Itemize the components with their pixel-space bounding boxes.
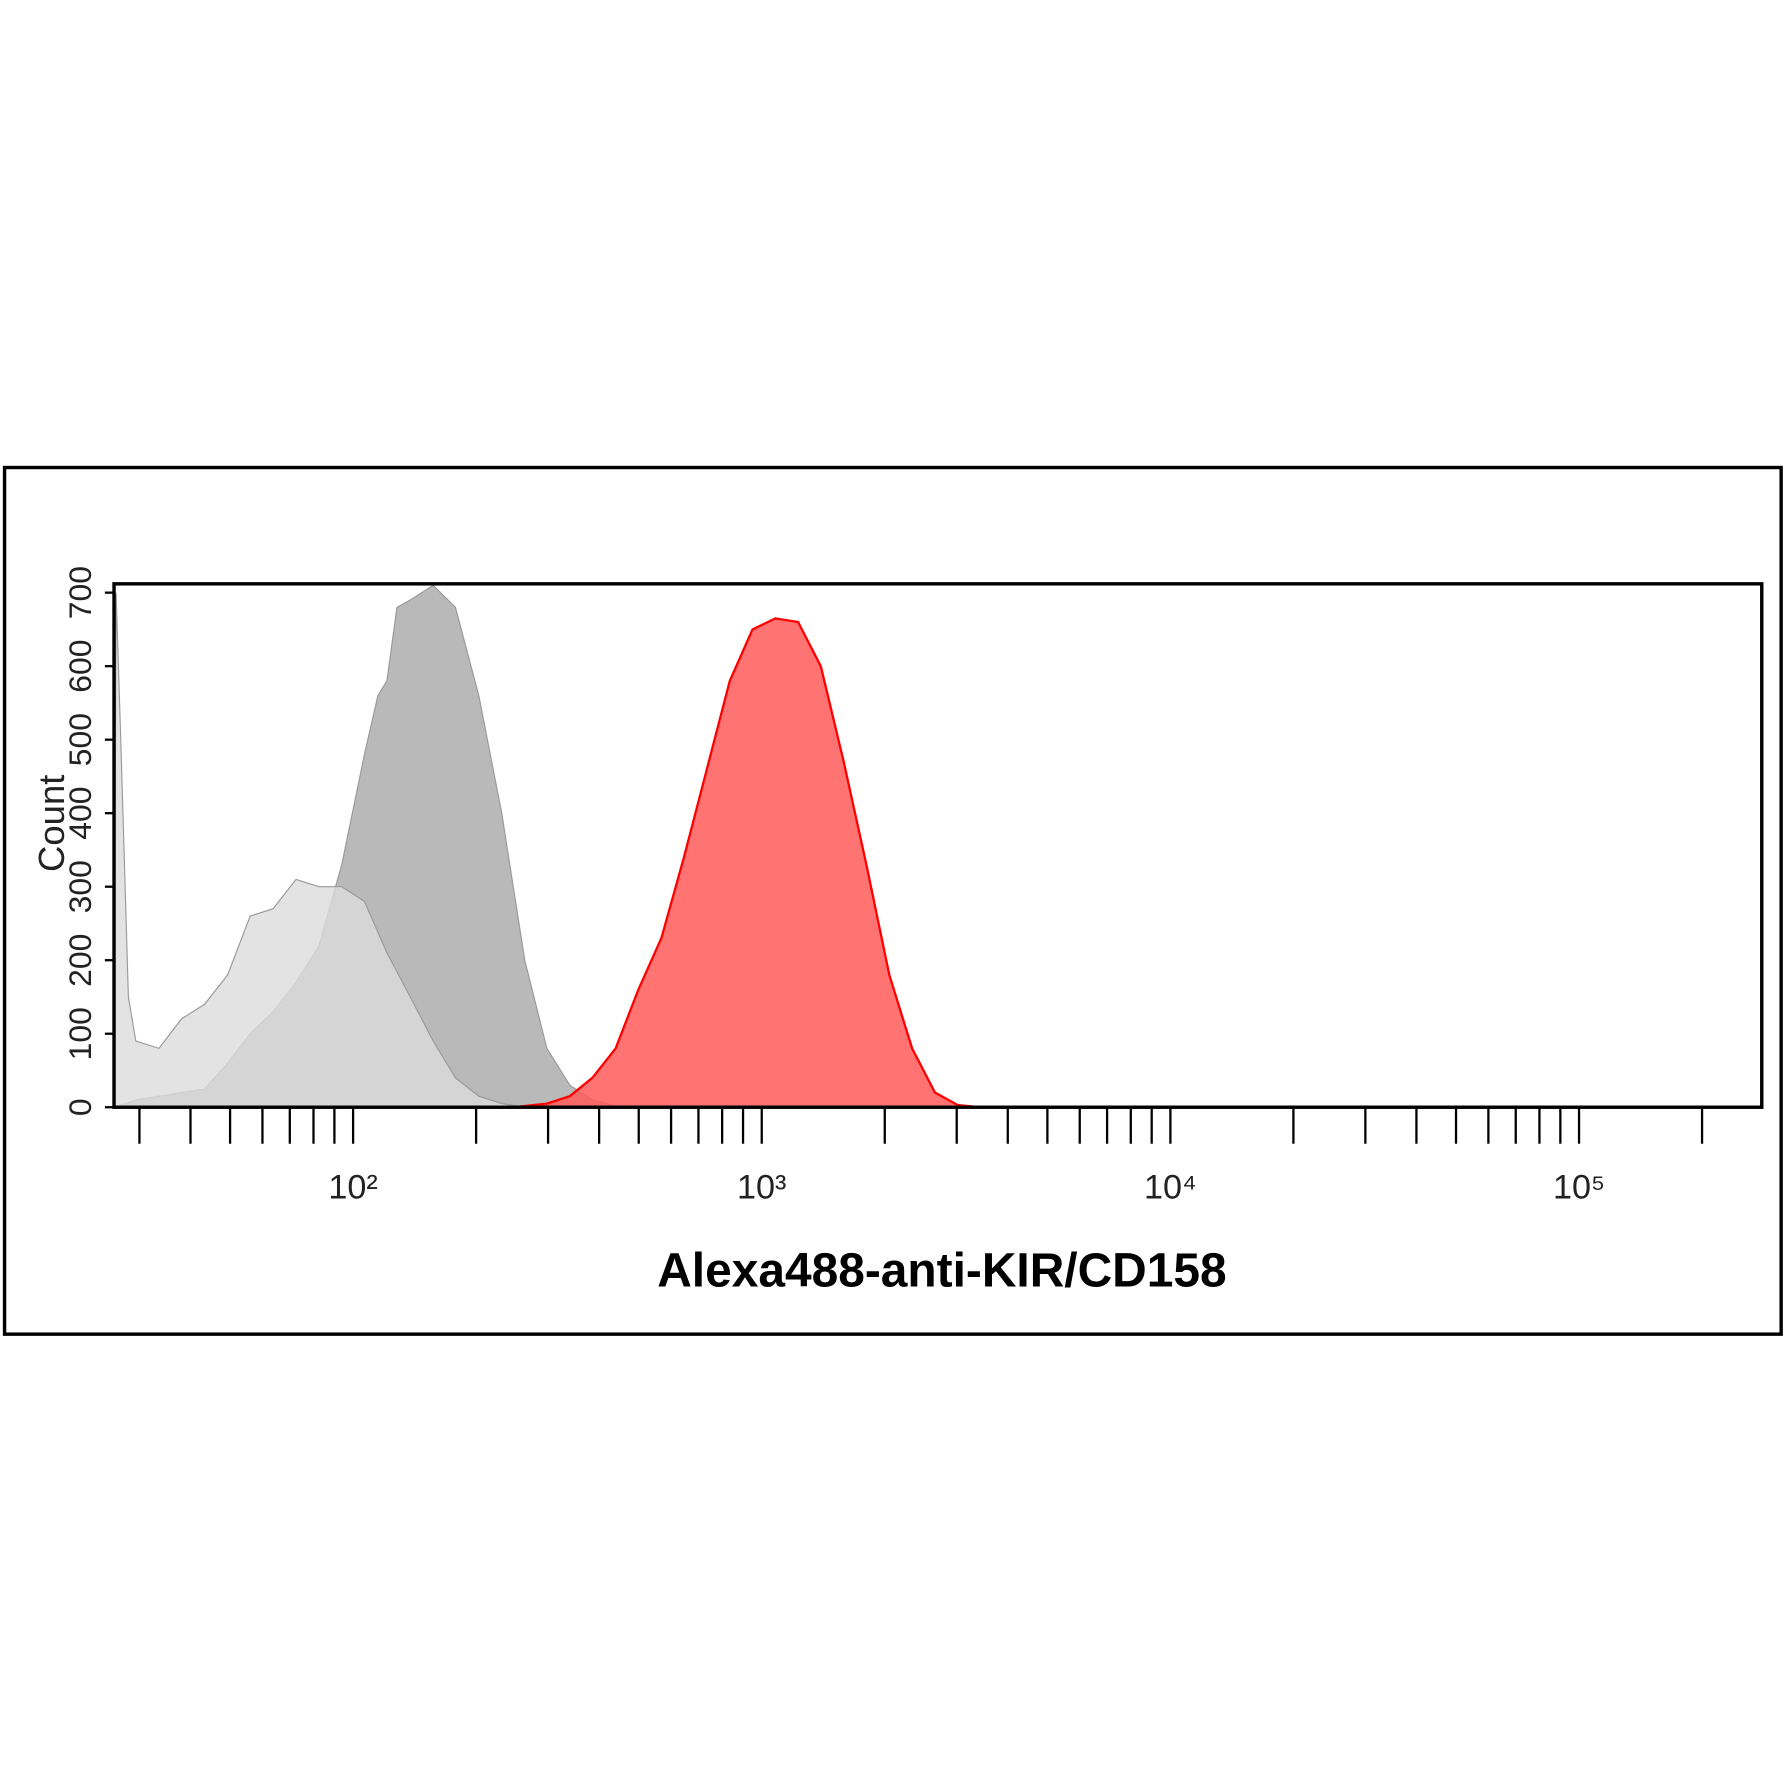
x-axis-title: Alexa488-anti-KIR/CD158: [657, 1244, 1226, 1297]
y-tick-label: 0: [62, 1098, 98, 1116]
histogram-area: [113, 592, 525, 1108]
y-tick-label: 200: [62, 934, 98, 987]
y-axis-title: Count: [31, 775, 72, 872]
x-tick-label: 10²: [328, 1168, 377, 1206]
x-tick-label: 10⁴: [1144, 1168, 1197, 1206]
y-tick-label: 700: [62, 566, 98, 619]
y-tick-label: 400: [62, 787, 98, 840]
y-tick-label: 300: [62, 860, 98, 913]
x-tick-label: 10⁵: [1553, 1168, 1605, 1206]
x-tick-label: 10³: [737, 1168, 786, 1206]
y-tick-label: 500: [62, 713, 98, 766]
histogram-area: [512, 617, 981, 1109]
y-tick-label: 600: [62, 640, 98, 693]
plot-border: [112, 582, 1764, 1109]
y-tick-label: 100: [62, 1007, 98, 1060]
